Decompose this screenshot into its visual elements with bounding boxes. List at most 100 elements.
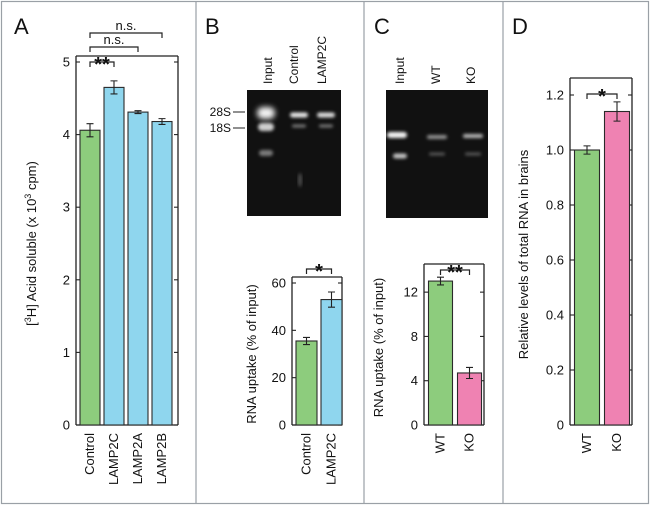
- significance-bracket-a-1: [89, 46, 139, 52]
- error-bar-a-control: [86, 123, 94, 138]
- gel-band-b-6: [319, 124, 333, 128]
- y-axis-label-b: RNA uptake (% of input): [244, 284, 259, 423]
- gel-band-b-0: [257, 107, 275, 119]
- bar-a-lamp2b: [151, 120, 173, 426]
- bar-b-lamp2c: [320, 299, 343, 426]
- lane-label-c-wt: WT: [429, 65, 443, 84]
- panel-letter-d: D: [512, 14, 528, 39]
- y-tick-label-d-4: 0.8: [546, 198, 564, 213]
- y-tick-label-b-1: 20: [272, 370, 286, 385]
- y-tick-label-c-2: 8: [411, 329, 418, 344]
- y-tick-label-d-0: 0: [557, 418, 564, 433]
- y-tick-label-d-3: 0.6: [546, 253, 564, 268]
- y-tick-label-d-2: 0.4: [546, 308, 564, 323]
- category-label-d-wt: WT: [579, 433, 594, 453]
- category-label-a-control: Control: [82, 433, 97, 475]
- lane-label-c-ko: KO: [464, 67, 478, 84]
- significance-bracket-c-0: [439, 269, 471, 275]
- gel-image-b: Input Control LAMP2C 28S 18S: [210, 36, 341, 216]
- gel-band-b-4: [292, 124, 306, 128]
- error-bar-a-lamp2b: [158, 118, 166, 125]
- y-tick-label-d-1: 0.2: [546, 363, 564, 378]
- significance-label-c-0: **: [447, 262, 463, 284]
- gel-band-c-0: [387, 132, 407, 138]
- significance-label-a-0: **: [94, 54, 110, 76]
- y-tick-label-c-1: 4: [411, 373, 418, 388]
- y-tick-label-b-0: 0: [279, 418, 286, 433]
- gel-band-b-2: [259, 150, 273, 156]
- y-axis-label-d: Relative levels of total RNA in brains: [516, 149, 531, 359]
- bar-chart-d: 0 0.2 0.4 0.6 0.8 1.0 1.2 Relative levels of to…: [516, 77, 633, 453]
- panel-letter-c: C: [374, 14, 390, 39]
- significance-bracket-a-0: [89, 61, 115, 67]
- significance-bracket-d-0: [586, 93, 618, 99]
- y-tick-label-d-5: 1.0: [546, 143, 564, 158]
- error-bar-b-lamp2c: [328, 291, 335, 308]
- y-tick-label-a-4: 4: [63, 127, 70, 142]
- error-bar-d-ko: [613, 101, 621, 122]
- gel-band-b-5: [317, 112, 335, 118]
- y-tick-label-c-3: 12: [404, 285, 418, 300]
- gel-band-c-3: [429, 152, 445, 156]
- bar-a-lamp2c: [103, 86, 125, 426]
- gel-band-b-3: [290, 112, 308, 118]
- bar-d-wt: [573, 149, 601, 426]
- error-bar-c-ko: [466, 366, 473, 380]
- gel-band-c-4: [463, 134, 483, 138]
- significance-label-d-0: *: [598, 86, 606, 108]
- y-tick-label-a-0: 0: [63, 418, 70, 433]
- gel-band-c-5: [465, 152, 481, 156]
- y-tick-label-a-2: 2: [63, 272, 70, 287]
- y-tick-label-c-0: 0: [411, 418, 418, 433]
- y-tick-label-d-6: 1.2: [546, 88, 564, 103]
- error-bar-b-control: [303, 336, 310, 346]
- bar-a-control: [79, 129, 101, 426]
- error-bar-a-lamp2c: [110, 80, 118, 95]
- lane-label-b-lamp2c: LAMP2C: [315, 36, 329, 84]
- bar-d-ko: [603, 110, 631, 426]
- category-label-a-lamp2c: LAMP2C: [106, 433, 121, 485]
- category-label-d-ko: KO: [609, 433, 624, 452]
- y-tick-label-a-1: 1: [63, 345, 70, 360]
- gel-band-c-1: [393, 153, 407, 159]
- error-bar-a-lamp2a: [134, 110, 142, 115]
- y-tick-label-a-3: 3: [63, 200, 70, 215]
- category-label-b-lamp2c: LAMP2C: [324, 433, 339, 485]
- significance-bracket-a-2: [89, 32, 163, 38]
- bar-c-wt: [427, 280, 454, 426]
- significance-label-a-1: n.s.: [104, 32, 125, 47]
- significance-label-a-2: n.s.: [116, 18, 137, 33]
- y-axis-label-a: [3H] Acid soluble (x 103 cpm): [23, 161, 39, 326]
- bar-c-ko: [456, 372, 483, 426]
- y-axis-label-c: RNA uptake (% of input): [371, 278, 386, 417]
- error-bar-d-wt: [583, 145, 591, 155]
- bar-chart-a: 0 1 2 3 4 5 [3H] Acid soluble (x 103 cpm) Contr…: [23, 18, 179, 485]
- panel-letter-a: A: [14, 14, 29, 39]
- error-bar-c-wt: [437, 276, 444, 286]
- category-label-b-control: Control: [299, 433, 314, 475]
- panel-letter-b: B: [205, 14, 220, 39]
- lane-label-b-control: Control: [287, 45, 301, 84]
- gel-band-b-1: [258, 123, 274, 131]
- category-label-c-ko: KO: [462, 433, 477, 452]
- lane-label-b-input: Input: [261, 57, 275, 84]
- band-label-b-28s: 28S: [210, 105, 231, 119]
- bar-chart-b: 0 20 40 60 RNA uptake (% of input) Control LAM…: [244, 261, 343, 485]
- significance-label-b-0: *: [315, 261, 323, 283]
- gel-band-c-2: [427, 135, 447, 139]
- y-tick-label-b-2: 40: [272, 323, 286, 338]
- bar-chart-c: 0 4 8 12 RNA uptake (% of input) WT KO **: [371, 262, 485, 453]
- bar-a-lamp2a: [127, 111, 149, 426]
- gel-image-c: Input WT KO: [386, 57, 488, 218]
- category-label-a-lamp2a: LAMP2A: [130, 433, 145, 485]
- gel-band-b-7: [298, 173, 302, 187]
- y-tick-label-b-3: 60: [272, 276, 286, 291]
- y-tick-label-a-5: 5: [63, 55, 70, 70]
- lane-label-c-input: Input: [393, 57, 407, 84]
- category-label-c-wt: WT: [433, 433, 448, 453]
- bar-b-control: [295, 340, 318, 426]
- category-label-a-lamp2b: LAMP2B: [154, 433, 169, 484]
- significance-bracket-b-0: [305, 268, 333, 274]
